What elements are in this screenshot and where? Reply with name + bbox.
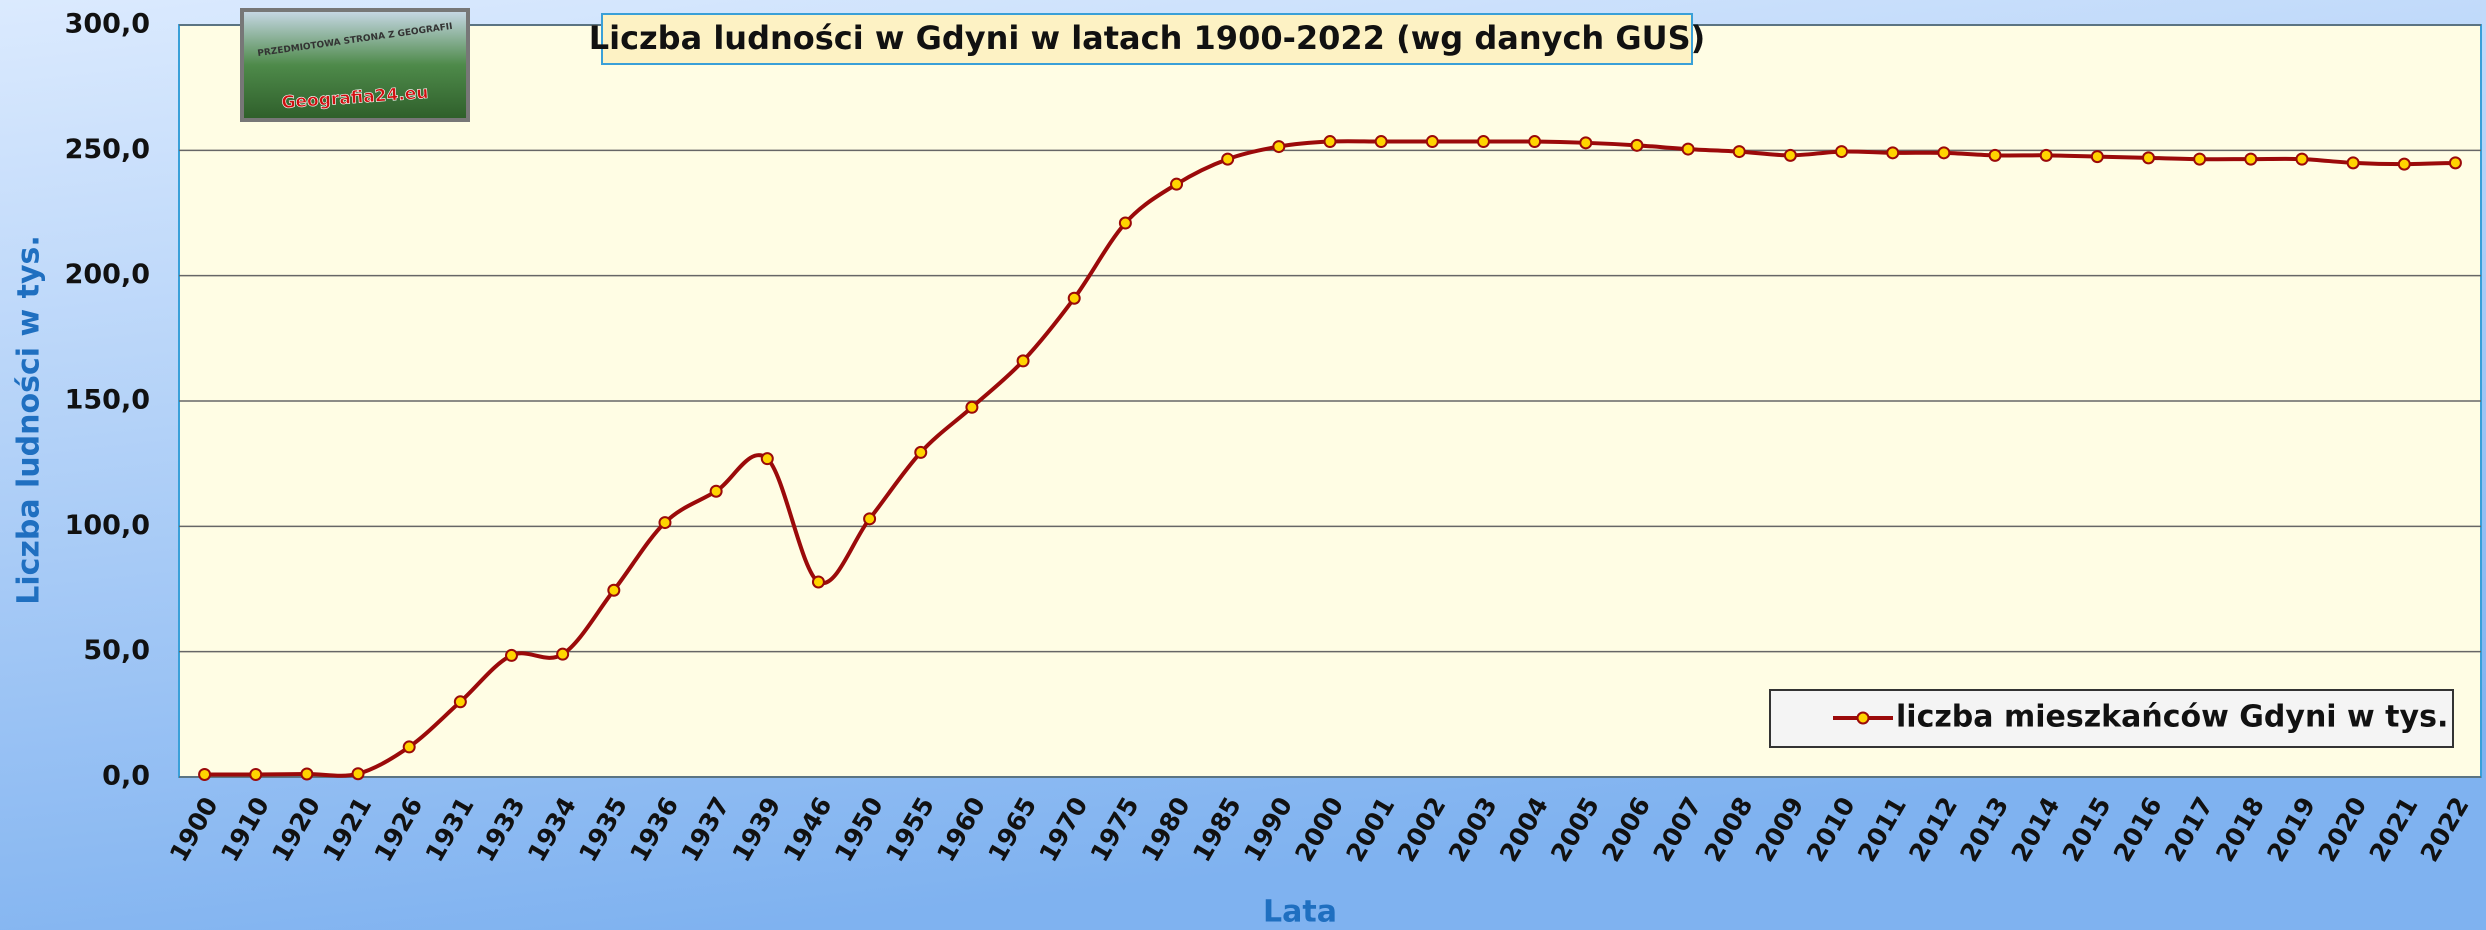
data-point (2399, 159, 2410, 170)
data-point (2143, 152, 2154, 163)
data-point (2092, 151, 2103, 162)
legend-label: liczba mieszkańców Gdyni w tys. (1896, 700, 2448, 735)
data-point (659, 517, 670, 528)
data-point (1631, 140, 1642, 151)
data-point (1069, 293, 1080, 304)
page: {"chart_data": { "type": "line", "title"… (0, 0, 2486, 930)
data-point (1734, 146, 1745, 157)
data-point (1785, 150, 1796, 161)
data-point (1222, 154, 1233, 165)
y-tick-label: 0,0 (102, 761, 150, 792)
data-point (1580, 137, 1591, 148)
data-point (1478, 136, 1489, 147)
data-point (813, 576, 824, 587)
y-axis-title: Liczba ludności w tys. (12, 235, 47, 605)
data-point (199, 769, 210, 780)
data-point (762, 453, 773, 464)
chart: 0,050,0100,0150,0200,0250,0300,019001910… (0, 0, 2486, 930)
legend-marker (1858, 713, 1869, 724)
data-point (608, 585, 619, 596)
data-point (2245, 154, 2256, 165)
data-point (1529, 136, 1540, 147)
data-point (1171, 179, 1182, 190)
y-tick-label: 300,0 (65, 9, 150, 40)
data-point (2348, 157, 2359, 168)
data-point (1836, 146, 1847, 157)
data-point (404, 741, 415, 752)
data-point (966, 402, 977, 413)
data-point (1120, 218, 1131, 229)
chart-title: Liczba ludności w Gdyni w latach 1900-20… (589, 19, 1706, 57)
data-point (864, 513, 875, 524)
data-point (1427, 136, 1438, 147)
data-point (1990, 150, 2001, 161)
y-tick-label: 50,0 (83, 635, 150, 666)
data-point (2296, 154, 2307, 165)
data-point (506, 650, 517, 661)
x-axis-title: Lata (1263, 895, 1337, 930)
data-point (1683, 144, 1694, 155)
data-point (1376, 136, 1387, 147)
y-tick-label: 150,0 (65, 385, 150, 416)
data-point (353, 768, 364, 779)
y-tick-label: 100,0 (65, 510, 150, 541)
data-point (557, 649, 568, 660)
data-point (1325, 136, 1336, 147)
data-point (301, 768, 312, 779)
data-point (915, 447, 926, 458)
data-point (2450, 157, 2461, 168)
data-point (1273, 141, 1284, 152)
data-point (1018, 355, 1029, 366)
data-point (2041, 150, 2052, 161)
data-point (455, 696, 466, 707)
y-tick-label: 200,0 (65, 259, 150, 290)
data-point (1938, 147, 1949, 158)
data-point (2194, 154, 2205, 165)
data-point (711, 486, 722, 497)
data-point (1887, 147, 1898, 158)
y-tick-label: 250,0 (65, 134, 150, 165)
data-point (250, 769, 261, 780)
